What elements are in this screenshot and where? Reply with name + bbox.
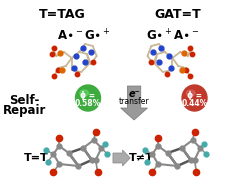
- Ellipse shape: [80, 90, 88, 96]
- Text: e⁻: e⁻: [128, 89, 140, 99]
- Text: G$\bullet^+$A$\bullet^-$: G$\bullet^+$A$\bullet^-$: [146, 28, 199, 43]
- Text: transfer: transfer: [119, 98, 149, 106]
- Text: T=TAG: T=TAG: [39, 8, 85, 21]
- Text: ϕ =: ϕ =: [80, 91, 95, 101]
- Text: 0.44%: 0.44%: [181, 98, 208, 108]
- Ellipse shape: [186, 90, 195, 96]
- Text: T=T: T=T: [24, 153, 49, 163]
- Polygon shape: [113, 150, 130, 166]
- Text: Self-: Self-: [9, 94, 40, 107]
- Text: T≠T: T≠T: [129, 153, 154, 163]
- Circle shape: [76, 85, 100, 111]
- Text: ϕ =: ϕ =: [187, 91, 202, 101]
- Polygon shape: [121, 86, 148, 120]
- Text: Repair: Repair: [3, 104, 46, 117]
- Text: 0.58%: 0.58%: [75, 98, 101, 108]
- Text: GAT=T: GAT=T: [154, 8, 201, 21]
- Circle shape: [182, 85, 207, 111]
- Text: A$\bullet^-$G$\bullet^+$: A$\bullet^-$G$\bullet^+$: [57, 28, 111, 43]
